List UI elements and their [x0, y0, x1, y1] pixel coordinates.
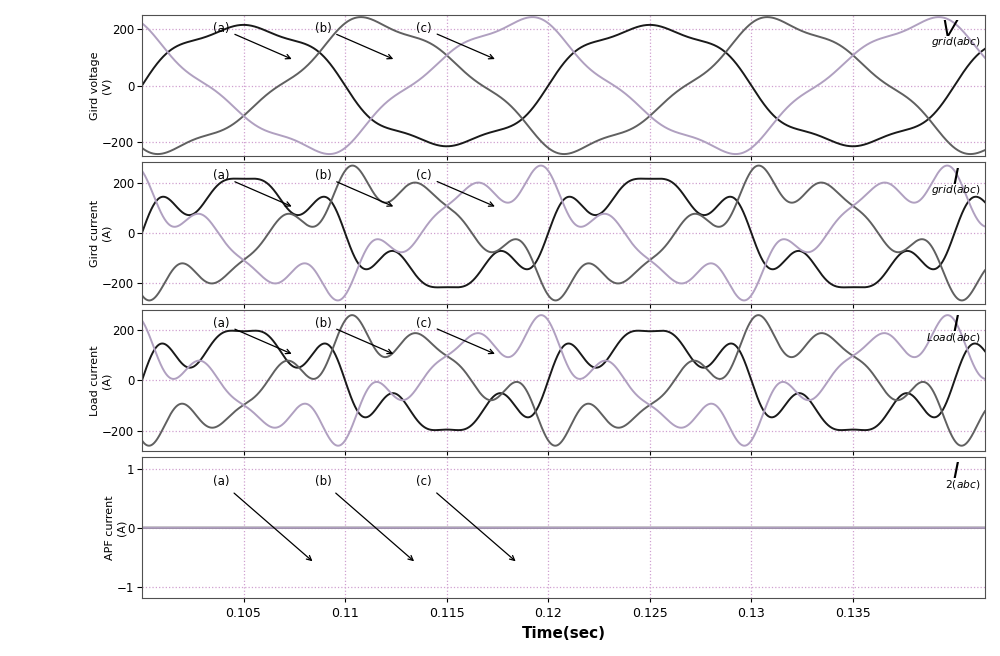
Text: (c): (c) [416, 317, 494, 354]
Text: (a): (a) [213, 169, 290, 206]
X-axis label: Time(sec): Time(sec) [521, 626, 605, 641]
Text: (c): (c) [416, 169, 494, 206]
Text: (b): (b) [315, 169, 392, 206]
Text: (a): (a) [213, 22, 290, 59]
Text: $_{grid(abc)}$: $_{grid(abc)}$ [931, 36, 981, 51]
Y-axis label: Load current
(A): Load current (A) [90, 345, 112, 416]
Text: (c): (c) [416, 476, 515, 560]
Text: $V$: $V$ [941, 19, 960, 41]
Text: (a): (a) [213, 317, 290, 354]
Text: $I$: $I$ [952, 461, 960, 483]
Text: $_{2(abc)}$: $_{2(abc)}$ [945, 478, 981, 493]
Y-axis label: Gird current
(A): Gird current (A) [90, 199, 112, 266]
Text: (b): (b) [315, 476, 413, 560]
Y-axis label: APF current
(A): APF current (A) [105, 495, 126, 560]
Text: (b): (b) [315, 22, 392, 59]
Text: (a): (a) [213, 476, 311, 560]
Text: $I$: $I$ [952, 167, 960, 189]
Text: (b): (b) [315, 317, 392, 354]
Y-axis label: Gird voltage
(V): Gird voltage (V) [90, 51, 112, 120]
Text: $_{grid(abc)}$: $_{grid(abc)}$ [931, 184, 981, 198]
Text: $_{Load(abc)}$: $_{Load(abc)}$ [926, 331, 981, 345]
Text: $I$: $I$ [952, 314, 960, 336]
Text: (c): (c) [416, 22, 494, 59]
